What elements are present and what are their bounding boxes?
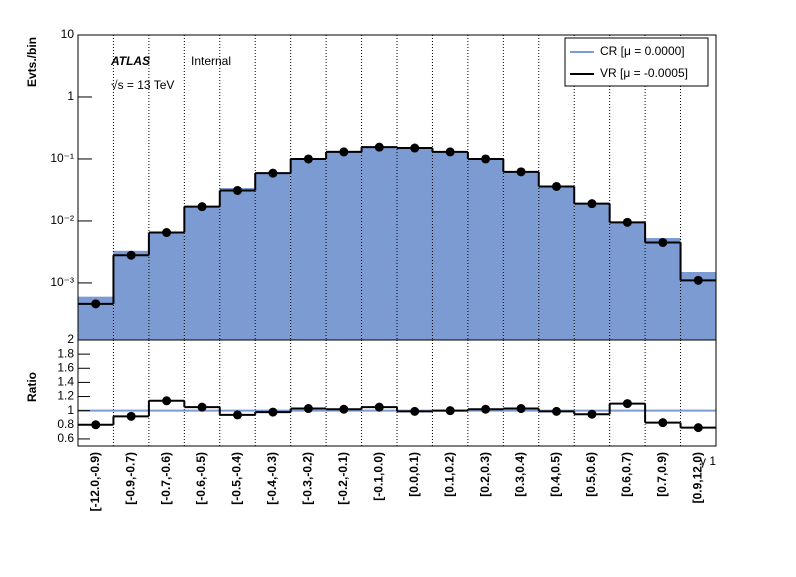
y-tick-label: 1.4 xyxy=(57,375,74,389)
y-tick-label: 2 xyxy=(67,332,74,346)
internal-label: Internal xyxy=(191,54,231,68)
legend-box xyxy=(564,37,709,87)
ratio-point xyxy=(622,399,632,409)
cr-bar xyxy=(148,232,185,340)
vr-point xyxy=(587,199,597,209)
x-tick-label: [-0.5,-0.4) xyxy=(230,452,244,505)
vr-point xyxy=(162,228,172,238)
frame xyxy=(77,339,717,447)
y-tick-label: 1 xyxy=(67,403,74,417)
ratio-point xyxy=(693,423,703,433)
vr-point xyxy=(410,143,420,153)
legend-label: VR [μ = -0.0005] xyxy=(600,66,688,80)
x-tick-label: [-0.7,-0.6) xyxy=(159,452,173,505)
vr-point xyxy=(91,299,101,309)
x-tick-label: [-0.3,-0.2) xyxy=(301,452,315,505)
cr-bar xyxy=(538,185,575,340)
vr-point xyxy=(445,147,455,157)
x-tick-label: [0.7,0.9) xyxy=(655,452,669,497)
x-tick-label: [-0.1,0.0) xyxy=(371,452,385,501)
vr-point xyxy=(233,185,242,195)
ratio-point xyxy=(233,410,242,420)
legend-label: CR [μ = 0.0000] xyxy=(600,44,685,58)
ratio-point xyxy=(303,404,313,414)
x-tick-label: [0.2,0.3) xyxy=(478,452,492,497)
vr-point xyxy=(339,147,349,157)
x-tick-label: [-0.2,-0.1) xyxy=(336,452,350,505)
y-tick-label: 10⁻³ xyxy=(50,275,74,289)
ratio-point xyxy=(587,409,597,419)
x-tick-label: [-0.6,-0.5) xyxy=(194,452,208,505)
x-tick-label: [0.9,12.0) xyxy=(690,452,704,503)
y-tick-label: 1 xyxy=(67,89,74,103)
x-tick-label: [0.0,0.1) xyxy=(407,452,421,497)
ratio-point xyxy=(516,404,526,414)
vr-point xyxy=(693,275,703,285)
y-tick-label: 10 xyxy=(61,27,75,41)
cr-bar xyxy=(609,221,646,340)
vr-point xyxy=(658,237,668,247)
y-tick-label: 10⁻¹ xyxy=(50,151,74,165)
vr-point xyxy=(303,154,313,164)
atlas-label: ATLAS xyxy=(110,54,150,68)
cr-bar xyxy=(432,151,468,340)
x-tick-label: [0.5,0.6) xyxy=(584,452,598,497)
x-tick-label: [0.1,0.2) xyxy=(442,452,456,497)
x-tick-label: [-0.9,-0.7) xyxy=(123,452,137,505)
cr-bar xyxy=(361,147,397,340)
cr-bar xyxy=(113,250,149,340)
vr-point xyxy=(126,250,136,260)
cr-bar xyxy=(574,203,610,340)
ratio-point xyxy=(91,420,101,430)
ratio-point xyxy=(268,407,278,417)
ratio-point xyxy=(410,406,420,416)
cr-bar xyxy=(219,188,256,340)
x-tick-label: [0.6,0.7) xyxy=(620,452,634,497)
x-axis-label: γ 1 xyxy=(700,454,716,468)
vr-point xyxy=(268,168,278,178)
ratio-point xyxy=(197,402,207,412)
y-tick-label: 1.2 xyxy=(57,389,74,403)
ratio-point xyxy=(126,411,136,421)
ratio-point xyxy=(658,418,668,428)
ratio-point xyxy=(374,402,384,412)
cr-bar xyxy=(397,148,433,340)
vr-point xyxy=(197,202,207,212)
vr-point xyxy=(516,167,526,177)
cr-bar xyxy=(184,206,220,340)
x-tick-label: [-12.0,-0.9) xyxy=(88,452,102,511)
x-tick-label: [0.4,0.5) xyxy=(549,452,563,497)
ratio-point xyxy=(445,406,455,416)
y-tick-label: 1.8 xyxy=(57,346,74,360)
ratio-point xyxy=(481,404,491,414)
ratio-point xyxy=(552,406,561,416)
cr-bar xyxy=(503,171,539,340)
x-tick-label: [0.3,0.4) xyxy=(513,452,527,497)
y-axis-label: Ratio xyxy=(25,372,39,402)
energy-label: √s = 13 TeV xyxy=(111,78,174,92)
ratio-point xyxy=(339,404,349,414)
cr-bar xyxy=(290,158,327,340)
y-tick-label: 0.6 xyxy=(57,431,74,445)
x-tick-label: [-0.4,-0.3) xyxy=(265,452,279,505)
ratio-point xyxy=(162,396,172,406)
vr-point xyxy=(481,154,491,164)
cr-bar xyxy=(255,172,291,340)
cr-bar xyxy=(326,150,362,340)
vr-point xyxy=(552,181,561,191)
vr-point xyxy=(374,142,384,152)
cr-bar xyxy=(645,238,681,340)
y-tick-label: 0.8 xyxy=(57,417,74,431)
y-tick-label: 10⁻² xyxy=(50,213,74,227)
y-axis-label: Evts./bin xyxy=(25,37,39,87)
vr-point xyxy=(622,217,632,227)
cr-bar xyxy=(467,158,504,340)
y-tick-label: 1.6 xyxy=(57,360,74,374)
